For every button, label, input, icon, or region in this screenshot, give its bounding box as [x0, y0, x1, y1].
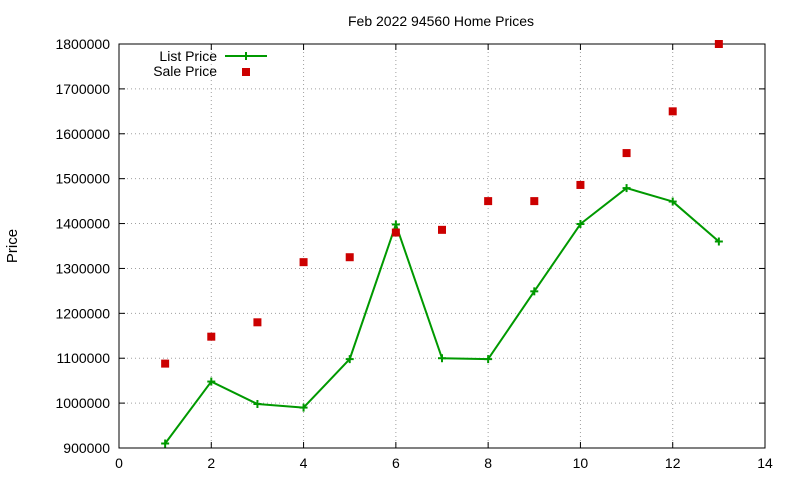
y-axis-label: Price: [4, 229, 21, 263]
series: [161, 40, 723, 448]
sale-price-point: [622, 149, 631, 158]
y-tick-label: 1100000: [57, 350, 111, 366]
x-tick-label: 4: [300, 455, 308, 471]
sale-price-point: [253, 318, 262, 327]
axis-ticks: 0 2 4 6 8 10 12 14 900000 1000000 1100000 1200000 13…: [55, 36, 773, 471]
x-tick-label: 6: [392, 455, 400, 471]
y-tick-label: 1400000: [55, 216, 110, 232]
sale-price-point: [438, 225, 446, 234]
y-tick-label: 1500000: [55, 171, 110, 187]
legend-swatch-sale-price: [242, 68, 250, 76]
sale-price-point: [207, 332, 216, 341]
plot-frame: [118, 43, 766, 449]
sale-price-point: [345, 253, 354, 262]
list-price-point: [714, 237, 723, 246]
legend-marker-list-price: [242, 52, 250, 60]
legend-label-sale-price: Sale Price: [153, 63, 217, 79]
list-price-point: [668, 197, 677, 206]
list-price-point: [345, 355, 354, 364]
sale-price-point: [576, 180, 585, 189]
sale-price-point: [484, 197, 493, 206]
list-price-point: [530, 287, 539, 296]
grid: [119, 44, 765, 448]
list-price-point: [253, 400, 262, 409]
chart-title: Feb 2022 94560 Home Prices: [348, 13, 534, 29]
x-tick-label: 2: [207, 455, 215, 471]
y-tick-label: 1200000: [55, 305, 110, 321]
y-tick-label: 1000000: [55, 395, 110, 411]
sale-price-point: [714, 40, 723, 48]
list-price-point: [207, 377, 216, 386]
list-price-point: [438, 354, 446, 363]
y-tick-label: 900000: [63, 440, 110, 456]
list-price-point: [484, 355, 493, 364]
y-tick-label: 1800000: [55, 36, 110, 52]
sale-price-point: [391, 228, 400, 237]
sale-price-point: [299, 258, 308, 267]
sale-price-point: [161, 359, 170, 368]
sale-price-point: [530, 197, 539, 206]
x-tick-label: 10: [573, 455, 589, 471]
y-tick-label: 1300000: [55, 260, 110, 276]
x-tick-label: 0: [115, 455, 123, 471]
sale-price-point: [668, 107, 677, 116]
list-price-point: [299, 403, 308, 412]
y-tick-label: 1700000: [55, 81, 110, 97]
list-price-point: [391, 220, 400, 229]
x-tick-label: 14: [757, 455, 773, 471]
x-tick-label: 8: [484, 455, 492, 471]
list-price-point: [161, 439, 170, 448]
y-tick-label: 1600000: [55, 126, 110, 142]
list-price-point: [622, 184, 631, 193]
legend-label-list-price: List Price: [159, 48, 217, 64]
list-price-point: [576, 220, 585, 229]
x-tick-label: 12: [665, 455, 681, 471]
